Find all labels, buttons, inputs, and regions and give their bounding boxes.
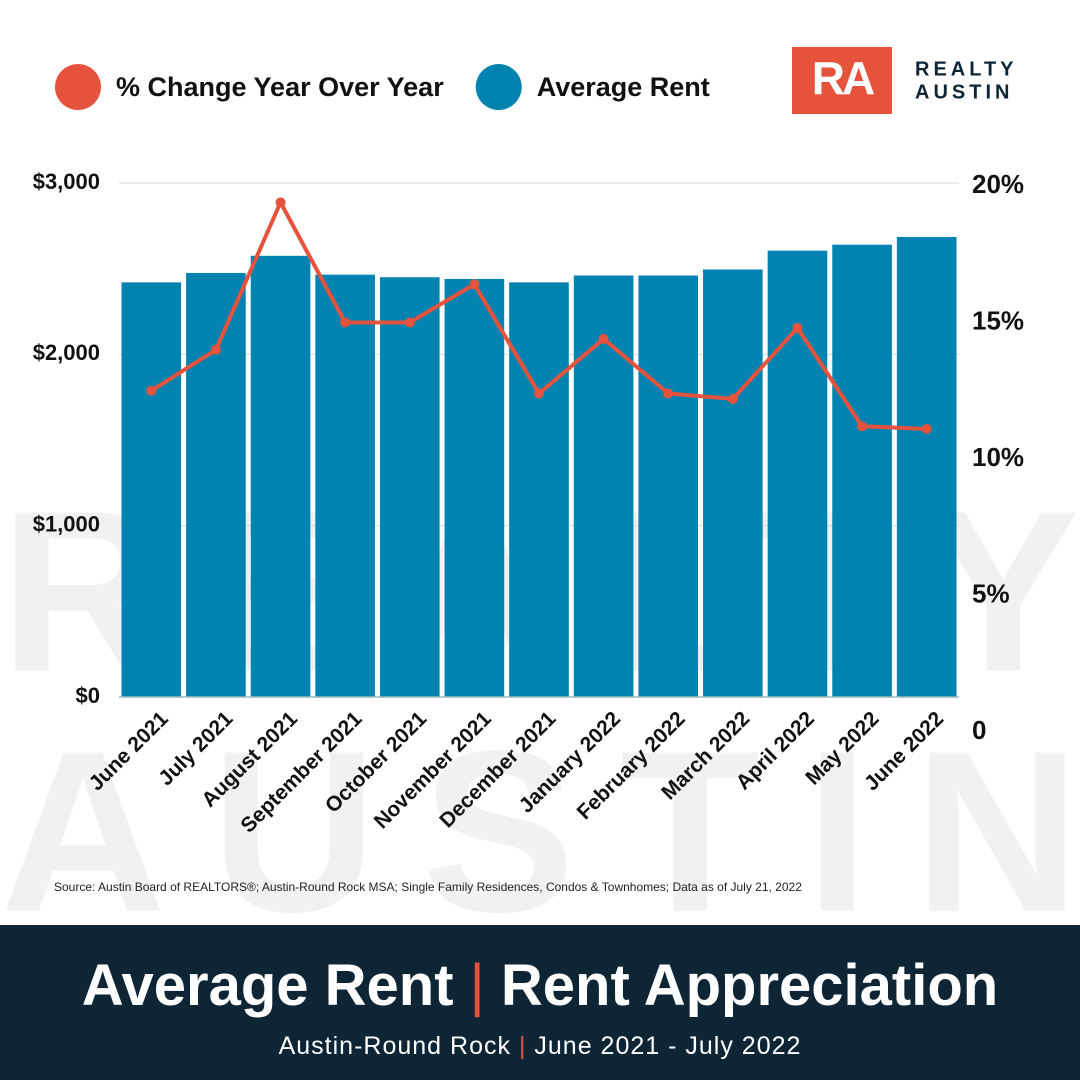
banner <box>0 925 1080 1080</box>
bar <box>121 282 182 697</box>
y-tick-label: $2,000 <box>33 340 100 365</box>
subtitle-part: Austin-Round Rock <box>279 1032 511 1060</box>
title-separator: | <box>470 953 485 1018</box>
legend-label: % Change Year Over Year <box>116 72 444 102</box>
line-point <box>404 317 415 328</box>
y2-tick-label: 20% <box>972 169 1024 199</box>
bar <box>703 269 763 697</box>
y2-tick-label: 0 <box>972 715 986 745</box>
bar <box>832 244 892 697</box>
y-tick-label: $1,000 <box>33 511 100 536</box>
logo-text: AUSTIN <box>915 81 1013 103</box>
subtitle-part: June 2021 - July 2022 <box>534 1032 801 1060</box>
legend-label: Average Rent <box>537 72 710 102</box>
line-point <box>727 393 738 404</box>
legend-marker <box>55 64 101 110</box>
source-note: Source: Austin Board of REALTORS®; Austi… <box>54 880 802 894</box>
line-point <box>921 423 932 434</box>
line-point <box>340 317 351 328</box>
bar <box>444 278 505 697</box>
bar <box>638 275 699 697</box>
bar <box>186 272 246 697</box>
y2-tick-label: 10% <box>972 442 1024 472</box>
bar <box>896 236 957 697</box>
line-point <box>534 388 544 399</box>
title-part: Average Rent <box>82 953 454 1018</box>
banner-title: Average Rent | Rent Appreciation <box>82 953 998 1018</box>
line-point <box>469 279 480 290</box>
line-point <box>857 421 868 432</box>
y2-tick-label: 5% <box>972 578 1010 608</box>
y-tick-label: $0 <box>76 683 100 708</box>
bar <box>573 275 634 697</box>
line-point <box>663 388 674 399</box>
bar <box>379 277 440 697</box>
line-point <box>210 344 221 355</box>
y-tick-label: $3,000 <box>33 169 100 194</box>
line-point <box>598 333 609 344</box>
y2-tick-label: 15% <box>972 305 1024 335</box>
bar <box>315 274 375 697</box>
legend-marker <box>475 64 522 110</box>
bar <box>250 255 311 698</box>
line-point <box>146 385 157 396</box>
logo-box <box>792 47 892 114</box>
line-point <box>792 322 803 333</box>
plot-area <box>119 182 959 698</box>
logo-text: REALTY <box>915 58 1018 80</box>
line-point <box>275 197 286 208</box>
bar <box>509 282 569 697</box>
logo-mark: RA <box>812 52 874 104</box>
title-part: Rent Appreciation <box>501 953 998 1018</box>
banner-subtitle: Austin-Round Rock | June 2021 - July 202… <box>279 1032 802 1060</box>
bar <box>767 250 828 697</box>
subtitle-separator: | <box>519 1032 527 1060</box>
